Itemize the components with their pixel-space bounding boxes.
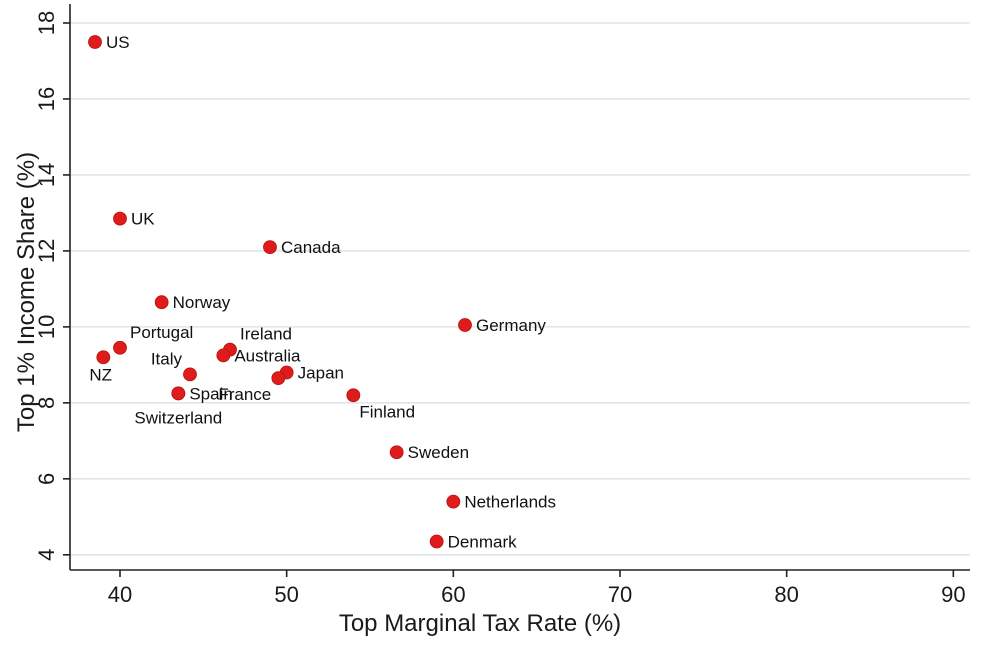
x-tick-label: 40 — [108, 582, 132, 607]
data-point — [113, 211, 127, 226]
data-points — [88, 35, 472, 549]
data-point — [429, 534, 444, 549]
y-axis-ticks: 4 6 8 10 12 14 16 18 — [34, 11, 70, 561]
point-label: Netherlands — [464, 493, 556, 512]
point-label: UK — [131, 210, 155, 229]
data-point — [263, 240, 277, 255]
x-tick-label: 70 — [608, 582, 632, 607]
y-tick-label: 16 — [34, 87, 59, 111]
point-labels: US UK Canada Norway Germany Portugal NZ Ireland… — [89, 33, 556, 552]
data-point — [216, 348, 231, 363]
x-axis-ticks: 40 50 60 70 80 90 — [108, 570, 966, 607]
point-label: Australia — [234, 346, 301, 365]
y-tick-label: 14 — [34, 163, 59, 187]
y-tick-label: 4 — [34, 549, 59, 561]
data-point — [96, 350, 111, 365]
point-label: Sweden — [408, 443, 469, 462]
point-label: Finland — [359, 402, 415, 421]
point-label: Portugal — [130, 323, 193, 342]
point-label: Germany — [476, 316, 546, 335]
x-tick-label: 50 — [274, 582, 298, 607]
y-tick-label: 8 — [34, 397, 59, 409]
y-tick-label: 12 — [34, 239, 59, 263]
point-label: France — [218, 385, 271, 404]
y-axis-label: Top 1% Income Share (%) — [13, 152, 40, 432]
data-point — [346, 388, 361, 403]
point-label: Switzerland — [134, 408, 222, 427]
y-tick-label: 18 — [34, 11, 59, 35]
y-tick-label: 6 — [34, 473, 59, 485]
data-point — [389, 445, 404, 460]
data-point — [154, 295, 169, 310]
point-label: Italy — [151, 349, 183, 368]
point-label: Norway — [173, 293, 231, 312]
data-point — [446, 494, 461, 509]
x-tick-label: 60 — [441, 582, 465, 607]
point-label: Denmark — [448, 533, 517, 552]
data-point — [171, 386, 186, 401]
data-point — [88, 35, 102, 49]
data-point — [183, 367, 197, 382]
point-label: Ireland — [240, 325, 292, 344]
data-point — [271, 371, 286, 386]
x-tick-label: 80 — [774, 582, 798, 607]
x-axis-label: Top Marginal Tax Rate (%) — [339, 610, 621, 637]
point-label: US — [106, 33, 130, 52]
data-point — [458, 318, 472, 332]
point-label: Japan — [298, 363, 344, 382]
point-label: Spain — [189, 384, 232, 403]
gridlines — [70, 22, 970, 556]
point-label: Canada — [281, 238, 341, 257]
x-tick-label: 90 — [941, 582, 965, 607]
y-tick-label: 10 — [34, 315, 59, 339]
data-point — [113, 340, 127, 355]
axes — [69, 4, 970, 571]
point-label: NZ — [89, 365, 112, 384]
